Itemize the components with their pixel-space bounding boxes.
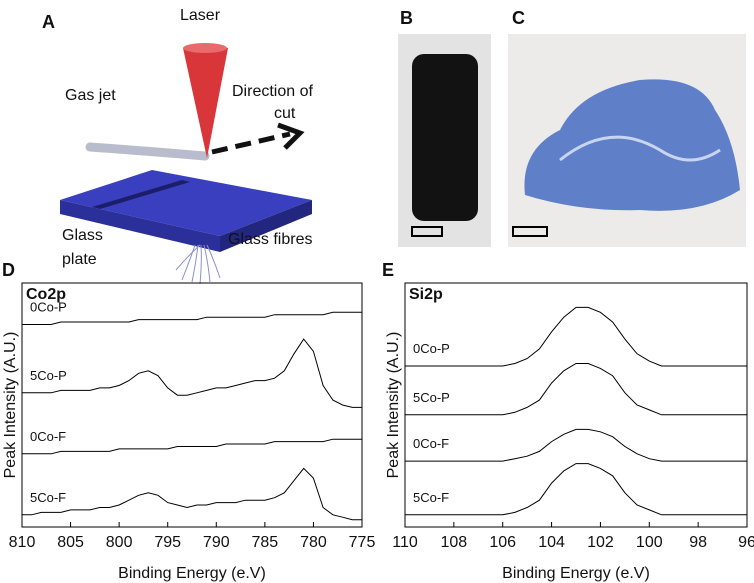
series-label: 0Co-P	[413, 341, 450, 356]
plot-frame	[404, 282, 748, 528]
laser-top	[183, 43, 227, 53]
panel-label: E	[382, 260, 394, 280]
x-tick-label: 110	[392, 534, 418, 551]
x-tick-label: 805	[57, 534, 84, 551]
plate-slot	[92, 180, 190, 209]
spectrum-line	[22, 311, 362, 325]
chart-title: Co2p	[26, 286, 66, 303]
chart-title: Si2p	[409, 286, 443, 303]
series-label: 5Co-F	[413, 490, 449, 505]
gas-jet	[85, 142, 210, 161]
plate-side	[220, 200, 312, 252]
plate-top	[60, 170, 312, 236]
panel-label: A	[42, 12, 55, 32]
plot-frame	[21, 282, 363, 528]
label: plate	[62, 251, 97, 268]
series-label: 5Co-F	[30, 490, 66, 505]
x-tick-label: 108	[441, 534, 468, 551]
panel-label: B	[400, 8, 413, 28]
series-label: 0Co-P	[30, 299, 67, 314]
label: Glass fibres	[228, 231, 312, 248]
scale-bar	[411, 226, 443, 237]
cut-arrowhead	[277, 122, 305, 150]
label: Direction of	[232, 83, 313, 100]
spectrum-line	[22, 467, 362, 521]
spectrum-line	[405, 428, 747, 462]
scale-bar	[512, 226, 548, 237]
x-tick-label: 780	[300, 534, 327, 551]
series-label: 5Co-P	[413, 390, 450, 405]
laser-cutting-diagram	[60, 43, 312, 285]
series-label: 5Co-P	[30, 368, 67, 383]
spectrum-line	[405, 306, 747, 367]
glass-fibres	[175, 244, 221, 285]
plate-front	[60, 200, 220, 252]
label: Laser	[180, 7, 221, 24]
x-axis-label: Binding Energy (e.V)	[118, 565, 266, 582]
x-tick-label: 104	[538, 534, 565, 551]
series-label: 0Co-F	[413, 436, 449, 451]
spectrum-line	[405, 363, 747, 416]
panel-label: C	[512, 8, 525, 28]
label: cut	[274, 105, 296, 122]
label: Gas jet	[65, 87, 116, 104]
x-tick-label: 810	[9, 534, 36, 551]
spectrum-line	[405, 463, 747, 516]
panel-label: D	[2, 260, 15, 280]
cut-arrow	[211, 131, 291, 155]
x-tick-label: 775	[349, 534, 376, 551]
x-tick-label: 800	[106, 534, 133, 551]
series-label: 0Co-F	[30, 429, 66, 444]
x-tick-label: 795	[154, 534, 181, 551]
x-tick-label: 790	[203, 534, 230, 551]
fibre-wool	[524, 79, 740, 211]
x-tick-label: 98	[689, 534, 707, 551]
x-axis-label: Binding Energy (e.V)	[502, 565, 650, 582]
x-tick-label: 102	[587, 534, 614, 551]
x-tick-label: 100	[636, 534, 663, 551]
x-tick-label: 96	[738, 534, 754, 551]
y-axis-label: Peak Intensity (A.U.)	[2, 332, 19, 479]
label: Glass	[62, 227, 103, 244]
y-axis-label: Peak Intensity (A.U.)	[385, 332, 402, 479]
x-tick-label: 785	[252, 534, 279, 551]
x-tick-label: 106	[489, 534, 516, 551]
spectrum-line	[22, 438, 362, 455]
fibre-highlight	[559, 135, 721, 162]
sample-block	[412, 54, 478, 221]
spectrum-line	[22, 338, 362, 408]
laser-beam	[183, 48, 228, 158]
